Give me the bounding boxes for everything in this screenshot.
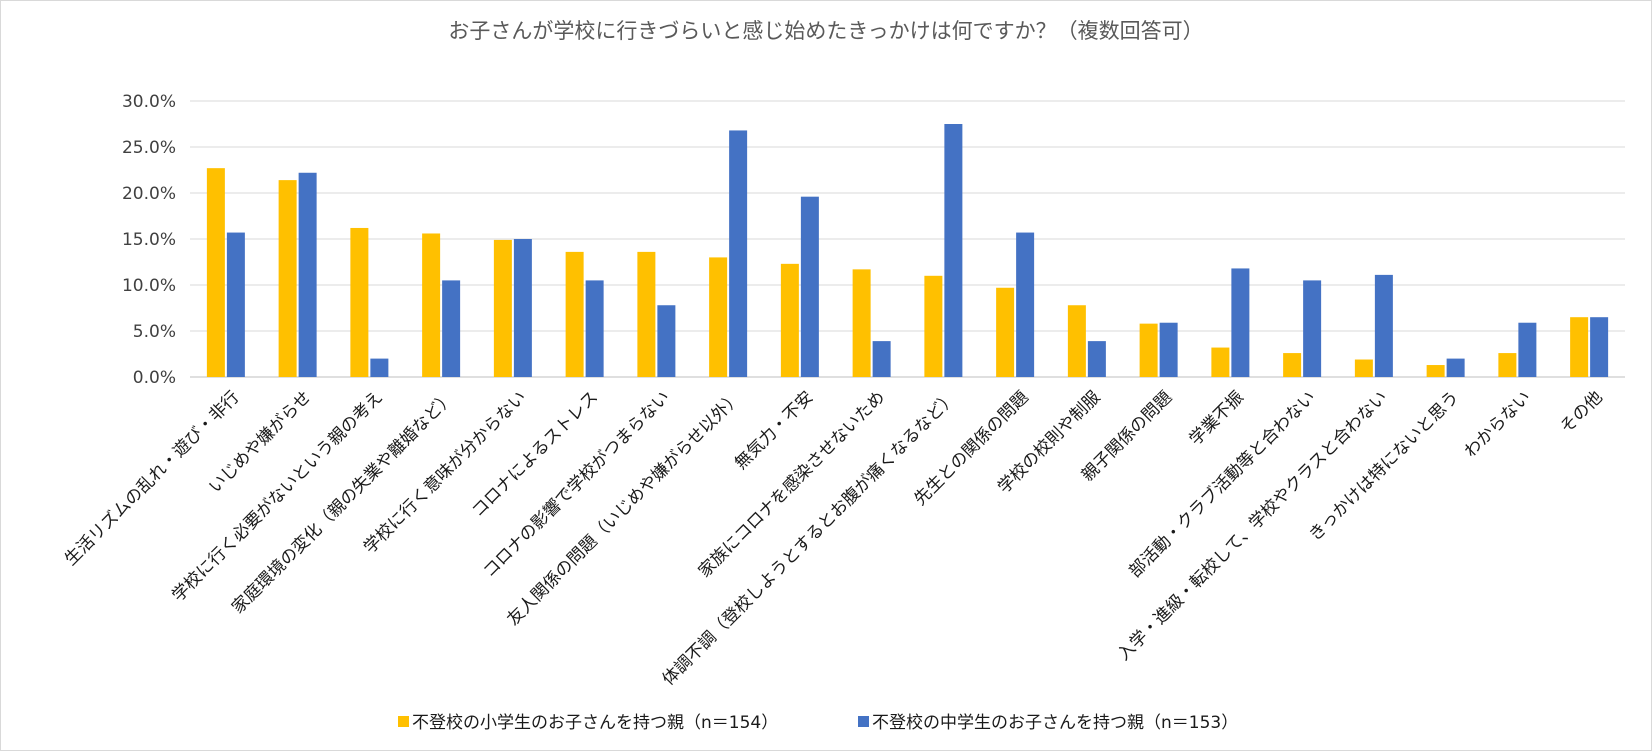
bar-series-2 — [1374, 274, 1393, 377]
bar-series-2 — [1518, 322, 1537, 377]
bar-series-2 — [585, 280, 604, 377]
bar-series-2 — [226, 232, 245, 377]
bar-series-1 — [709, 257, 728, 377]
bar-series-2 — [1303, 280, 1322, 377]
legend-label: 不登校の小学生のお子さんを持つ親（n＝154） — [412, 713, 778, 733]
x-category-label: その他 — [1556, 387, 1606, 437]
y-tick-label: 0.0% — [133, 368, 176, 388]
bar-series-2 — [1590, 317, 1609, 377]
bar-series-1 — [996, 287, 1015, 377]
bar-series-1 — [637, 251, 656, 377]
bar-series-2 — [729, 130, 748, 377]
bar-series-1 — [350, 227, 369, 377]
bar-series-1 — [924, 275, 943, 377]
x-category-label: コロナによるストレス — [468, 387, 602, 521]
y-axis-ticks: 0.0% 5.0% 10.0% 15.0% 20.0% 25.0% 30.0% — [122, 92, 176, 388]
bar-series-2 — [1087, 341, 1106, 377]
x-category-label: わからない — [1461, 387, 1535, 461]
legend: 不登校の小学生のお子さんを持つ親（n＝154） 不登校の中学生のお子さんを持つ親（… — [398, 713, 1238, 733]
bar-series-1 — [493, 239, 512, 377]
bar-series-2 — [944, 124, 963, 377]
bar-series-2 — [800, 196, 819, 377]
bar-series-2 — [370, 358, 389, 377]
bars — [206, 124, 1609, 377]
bar-series-1 — [1498, 353, 1517, 377]
y-tick-label: 10.0% — [122, 276, 176, 296]
y-tick-label: 5.0% — [133, 322, 176, 342]
bar-series-2 — [1159, 322, 1178, 377]
bar-series-2 — [872, 341, 891, 377]
bar-series-1 — [1139, 323, 1158, 377]
legend-swatch — [398, 716, 409, 727]
bar-series-1 — [422, 233, 441, 377]
bar-series-2 — [513, 239, 532, 377]
bar-series-1 — [1211, 347, 1230, 377]
bar-series-1 — [1354, 359, 1373, 377]
bar-series-1 — [1283, 353, 1302, 377]
y-tick-label: 15.0% — [122, 230, 176, 250]
bar-series-2 — [442, 280, 461, 377]
x-axis-category-labels: 生活リズムの乱れ・遊び・非行いじめや嫌がらせ学校に行く必要がないという親の考え家… — [61, 387, 1607, 690]
bar-series-1 — [206, 168, 225, 377]
bar-series-1 — [565, 251, 584, 377]
bar-series-1 — [1570, 317, 1589, 377]
bar-series-1 — [1426, 365, 1445, 377]
grid-lines — [190, 100, 1625, 378]
chart-title: お子さんが学校に行きづらいと感じ始めたきっかけは何ですか？（複数回答可） — [448, 19, 1203, 43]
y-tick-label: 30.0% — [122, 92, 176, 112]
bar-series-1 — [780, 263, 799, 377]
bar-series-2 — [657, 305, 676, 377]
legend-label: 不登校の中学生のお子さんを持つ親（n＝153） — [872, 713, 1238, 733]
bar-series-1 — [278, 180, 297, 377]
x-category-label: きっかけは特にないと思う — [1305, 387, 1463, 545]
y-tick-label: 20.0% — [122, 184, 176, 204]
bar-series-1 — [852, 269, 871, 377]
bar-series-2 — [1231, 268, 1250, 377]
bar-series-2 — [1016, 232, 1035, 377]
x-category-label: 学業不振 — [1186, 387, 1248, 449]
bar-series-2 — [298, 172, 317, 377]
y-tick-label: 25.0% — [122, 138, 176, 158]
x-category-label: 入学・進級・転校して、学校やクラスと合わない — [1114, 387, 1391, 664]
legend-swatch — [858, 716, 869, 727]
bar-series-2 — [1446, 358, 1465, 377]
bar-series-1 — [1067, 305, 1086, 377]
